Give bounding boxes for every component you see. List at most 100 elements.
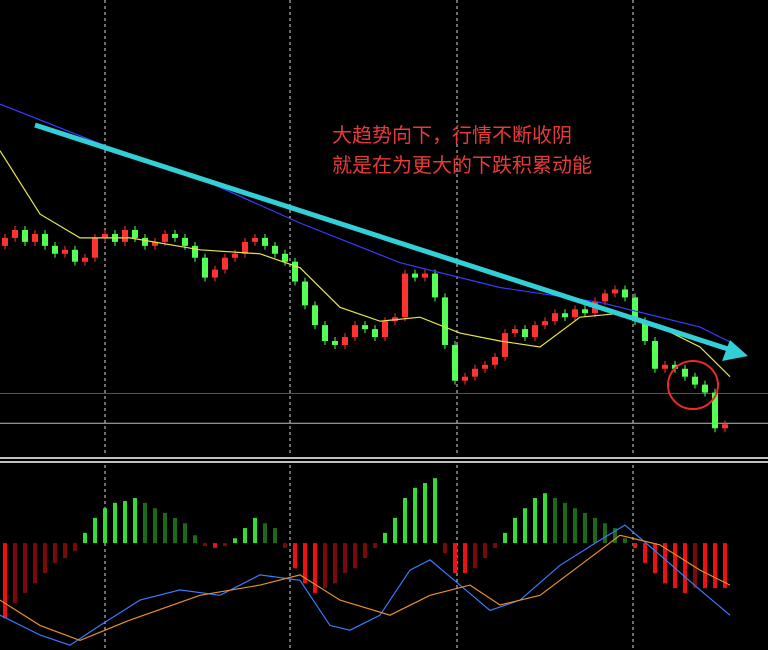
candle-body <box>232 253 238 258</box>
macd-bar <box>183 523 187 544</box>
macd-bar <box>293 543 297 569</box>
candle-body <box>332 341 338 345</box>
macd-bar <box>403 498 407 544</box>
macd-bar <box>303 543 307 584</box>
macd-bar <box>253 517 257 544</box>
candle-body <box>612 289 618 294</box>
macd-bar <box>163 513 167 544</box>
candle-body <box>342 337 348 345</box>
candle-body <box>132 229 138 238</box>
candle-body <box>502 333 508 357</box>
candle-body <box>352 325 358 338</box>
macd-bar <box>703 543 707 589</box>
macd-bar <box>213 543 217 548</box>
candle-body <box>432 273 438 298</box>
candle-body <box>262 237 268 246</box>
macd-bar <box>273 528 277 544</box>
candle-body <box>162 233 168 242</box>
candle-body <box>122 229 128 242</box>
macd-bar <box>353 543 357 569</box>
macd-bar <box>503 532 507 544</box>
macd-bar <box>463 543 467 574</box>
macd-bar <box>633 543 637 548</box>
candle-body <box>512 329 518 334</box>
macd-bar <box>543 493 547 544</box>
trend-arrow <box>34 122 729 352</box>
macd-bar <box>103 508 107 544</box>
candle-body <box>442 297 448 345</box>
candle-body <box>102 233 108 238</box>
macd-bar <box>563 502 567 544</box>
candle-body <box>632 297 638 322</box>
macd-bar <box>433 478 437 544</box>
macd-bar <box>143 502 147 544</box>
macd-bar <box>663 543 667 584</box>
macd-bar <box>493 543 497 548</box>
candle-body <box>202 257 208 278</box>
candle-body <box>222 257 228 270</box>
candle-body <box>382 321 388 338</box>
macd-bar <box>313 543 317 593</box>
candle-body <box>372 329 378 338</box>
candle-body <box>622 289 628 298</box>
macd-bar <box>623 538 627 544</box>
candle-body <box>72 249 78 262</box>
candle-body <box>402 273 408 318</box>
indicator-line <box>0 524 731 646</box>
macd-bar <box>193 535 197 544</box>
annotation: 大趋势向下，行情不断收阴 <box>332 123 572 147</box>
macd-bar <box>123 501 127 544</box>
macd-bar <box>23 543 27 593</box>
candle-body <box>172 233 178 238</box>
macd-bar <box>283 543 287 548</box>
candle-body <box>212 269 218 278</box>
macd-bar <box>713 543 717 589</box>
candle-body <box>652 341 658 369</box>
macd-bar <box>593 517 597 544</box>
candle-body <box>152 241 158 246</box>
candle-body <box>282 253 288 262</box>
candle-body <box>272 245 278 254</box>
trend-arrow-head <box>722 340 748 361</box>
candle-body <box>422 273 428 278</box>
candle-body <box>252 237 258 242</box>
macd-bar <box>73 543 77 551</box>
indicator-line <box>0 534 731 642</box>
candle-body <box>722 424 728 429</box>
macd-bar <box>263 523 267 544</box>
candle-body <box>2 237 8 246</box>
macd-bar <box>233 538 237 544</box>
macd-bar <box>133 498 137 544</box>
candle-body <box>62 249 68 254</box>
macd-bar <box>333 543 337 584</box>
macd-bar <box>363 543 367 559</box>
candle-body <box>702 384 708 393</box>
candle-body <box>362 325 368 330</box>
candle-body <box>22 229 28 242</box>
macd-bar <box>473 543 477 569</box>
candle-body <box>572 309 578 318</box>
highlight-circle <box>667 360 719 410</box>
candle-body <box>322 325 328 342</box>
macd-bar <box>323 543 327 589</box>
macd-bar <box>443 543 447 554</box>
macd-bar <box>223 543 227 547</box>
candle-body <box>82 257 88 262</box>
candle-body <box>522 329 528 338</box>
candle-body <box>482 364 488 369</box>
candle-body <box>182 237 188 246</box>
macd-bar <box>673 543 677 589</box>
macd-bar <box>43 543 47 574</box>
macd-bar <box>693 543 697 589</box>
macd-bar <box>33 543 37 584</box>
candle-body <box>312 305 318 326</box>
candle-body <box>142 237 148 246</box>
macd-bar <box>573 508 577 544</box>
candle-body <box>32 233 38 242</box>
macd-bar <box>243 528 247 544</box>
macd-bar <box>533 498 537 544</box>
candle-body <box>712 392 718 429</box>
macd-bar <box>373 543 377 548</box>
